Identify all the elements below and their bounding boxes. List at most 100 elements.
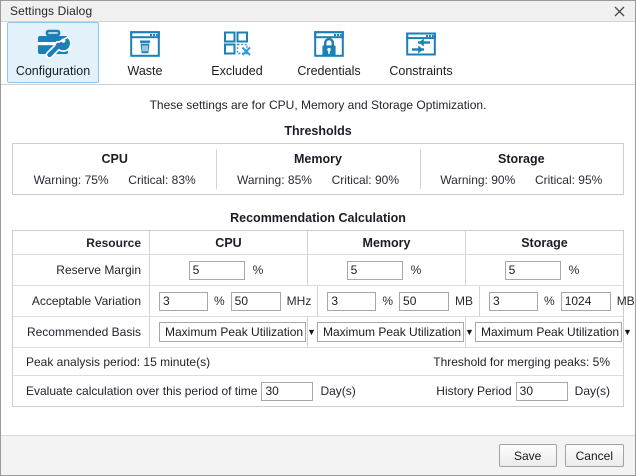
threshold-column-memory: Memory Warning: 85% Critical: 90% xyxy=(216,144,419,194)
acceptable-variation-memory-absolute-input[interactable] xyxy=(399,291,450,311)
acceptable-variation-storage-absolute-input[interactable] xyxy=(560,291,611,311)
grid-exclude-icon xyxy=(221,28,253,61)
threshold-warning-value-memory: 85% xyxy=(287,172,312,187)
acceptable-variation-cpu-percent-input[interactable] xyxy=(159,291,208,311)
tab-configuration[interactable]: Configuration xyxy=(7,22,99,83)
acceptable-variation-memory-cell: % MB xyxy=(318,286,481,316)
table-row-reserve-margin: Reserve Margin % % % xyxy=(13,255,623,286)
tab-label-waste: Waste xyxy=(127,64,163,78)
threshold-warning-label-storage: Warning: xyxy=(440,172,488,187)
threshold-critical-value-storage: 95% xyxy=(578,172,603,187)
chevron-down-icon: ▼ xyxy=(465,326,474,337)
tab-waste[interactable]: Waste xyxy=(99,22,191,83)
acceptable-variation-cpu-absolute-input[interactable] xyxy=(230,291,281,311)
threshold-values-memory: Warning: 85% Critical: 90% xyxy=(237,173,399,187)
threshold-critical-label-storage: Critical: xyxy=(534,172,575,187)
reserve-margin-memory-unit: % xyxy=(410,263,422,277)
threshold-warning-value-cpu: 75% xyxy=(84,172,109,187)
recommended-basis-cpu-value: Maximum Peak Utilization xyxy=(165,325,304,339)
thresholds-title: Thresholds xyxy=(284,124,352,138)
threshold-warning-label-cpu: Warning: xyxy=(33,172,82,187)
recommended-basis-cpu-dropdown[interactable]: Maximum Peak Utilization ▼ xyxy=(159,322,316,342)
history-period-unit: Day(s) xyxy=(574,384,610,398)
threshold-critical-value-cpu: 83% xyxy=(171,172,196,187)
reserve-margin-cpu-cell: % xyxy=(150,255,308,285)
acceptable-variation-memory-percent-input[interactable] xyxy=(327,291,377,311)
evaluate-period-unit: Day(s) xyxy=(320,384,356,398)
recommended-basis-memory-cell: Maximum Peak Utilization ▼ xyxy=(308,317,474,347)
evaluate-period-group: Evaluate calculation over this period of… xyxy=(26,381,356,401)
reserve-margin-storage-cell: % xyxy=(466,255,623,285)
info-row-periods: Evaluate calculation over this period of… xyxy=(13,376,623,406)
save-button[interactable]: Save xyxy=(498,444,557,467)
window-title: Settings Dialog xyxy=(10,4,93,18)
recommendation-title: Recommendation Calculation xyxy=(230,211,406,225)
row-label-recommended-basis: Recommended Basis xyxy=(13,317,150,347)
chevron-down-icon: ▼ xyxy=(307,326,316,337)
toolbox-wrench-icon xyxy=(35,28,71,61)
tab-excluded[interactable]: Excluded xyxy=(191,22,283,83)
threshold-name-cpu: CPU xyxy=(101,151,128,166)
lock-window-icon xyxy=(313,28,345,61)
reserve-margin-memory-input[interactable] xyxy=(346,260,403,280)
tab-credentials[interactable]: Credentials xyxy=(283,22,375,83)
table-row-acceptable-variation: Acceptable Variation % MHz % MB % xyxy=(13,286,635,317)
reserve-margin-storage-input[interactable] xyxy=(504,260,561,280)
intro-text: These settings are for CPU, Memory and S… xyxy=(149,98,487,112)
reserve-margin-memory-cell: % xyxy=(308,255,466,285)
close-icon[interactable] xyxy=(604,1,635,22)
evaluate-period-input[interactable] xyxy=(261,381,314,401)
threshold-critical-label-cpu: Critical: xyxy=(128,172,169,187)
acceptable-variation-storage-percent-input[interactable] xyxy=(489,291,539,311)
acceptable-variation-storage-percent-unit: % xyxy=(544,294,555,308)
threshold-warning-value-storage: 90% xyxy=(491,172,516,187)
row-label-acceptable-variation: Acceptable Variation xyxy=(13,286,150,316)
recommendation-panel: Resource CPU Memory Storage Reserve Marg… xyxy=(12,230,635,407)
tab-strip: Configuration Waste xyxy=(1,22,635,85)
reserve-margin-cpu-input[interactable] xyxy=(188,260,245,280)
column-header-cpu: CPU xyxy=(150,231,308,254)
threshold-warning-label-memory: Warning: xyxy=(236,172,285,187)
recommended-basis-memory-value: Maximum Peak Utilization xyxy=(323,325,462,339)
dialog-content: These settings are for CPU, Memory and S… xyxy=(1,85,635,407)
thresholds-panel: CPU Warning: 75% Critical: 83% Memory Wa… xyxy=(12,143,624,195)
column-header-storage: Storage xyxy=(521,235,568,250)
threshold-name-storage: Storage xyxy=(498,151,545,166)
row-label-reserve-margin: Reserve Margin xyxy=(13,255,150,285)
table-header-row: Resource CPU Memory Storage xyxy=(13,231,623,255)
column-header-memory: Memory xyxy=(308,231,466,254)
cancel-button[interactable]: Cancel xyxy=(564,444,624,467)
acceptable-variation-storage-cell: % MB xyxy=(480,286,635,316)
acceptable-variation-cpu-cell: % MHz xyxy=(150,286,319,316)
tab-label-constraints: Constraints xyxy=(389,64,453,78)
recommended-basis-storage-dropdown[interactable]: Maximum Peak Utilization ▼ xyxy=(475,322,632,342)
recommended-basis-storage-value: Maximum Peak Utilization xyxy=(481,325,620,339)
threshold-critical-value-memory: 90% xyxy=(374,172,399,187)
threshold-name-memory: Memory xyxy=(294,151,342,166)
arrows-window-icon xyxy=(405,28,437,61)
trash-can-window-icon xyxy=(129,28,161,61)
column-header-resource: Resource xyxy=(13,231,150,254)
peak-analysis-period-text: Peak analysis period: 15 minute(s) xyxy=(26,354,211,369)
threshold-values-storage: Warning: 90% Critical: 95% xyxy=(440,173,602,187)
reserve-margin-storage-unit: % xyxy=(568,263,580,277)
dialog-footer: Save Cancel xyxy=(1,435,635,475)
history-period-input[interactable] xyxy=(515,381,568,401)
tab-label-credentials: Credentials xyxy=(297,64,361,78)
threshold-column-storage: Storage Warning: 90% Critical: 95% xyxy=(419,144,623,194)
chevron-down-icon: ▼ xyxy=(623,326,632,337)
table-row-recommended-basis: Recommended Basis Maximum Peak Utilizati… xyxy=(13,317,632,348)
recommended-basis-memory-dropdown[interactable]: Maximum Peak Utilization ▼ xyxy=(317,322,474,342)
acceptable-variation-cpu-absolute-unit: MHz xyxy=(286,294,312,308)
tab-constraints[interactable]: Constraints xyxy=(375,22,467,83)
recommended-basis-cpu-cell: Maximum Peak Utilization ▼ xyxy=(150,317,316,347)
reserve-margin-cpu-unit: % xyxy=(252,263,264,277)
info-row-peak: Peak analysis period: 15 minute(s) Thres… xyxy=(13,348,623,376)
title-bar: Settings Dialog xyxy=(1,1,635,22)
recommended-basis-storage-cell: Maximum Peak Utilization ▼ xyxy=(466,317,632,347)
threshold-column-cpu: CPU Warning: 75% Critical: 83% xyxy=(13,144,216,194)
evaluate-period-label: Evaluate calculation over this period of… xyxy=(26,384,258,398)
acceptable-variation-memory-absolute-unit: MB xyxy=(455,294,474,308)
acceptable-variation-cpu-percent-unit: % xyxy=(214,294,225,308)
